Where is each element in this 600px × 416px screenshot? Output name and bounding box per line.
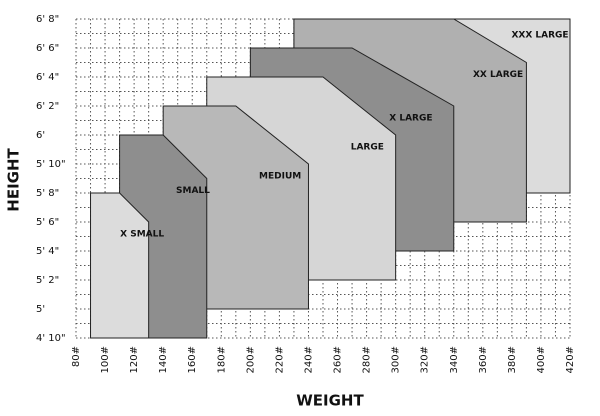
- x-tick-label: 220#: [274, 346, 285, 373]
- x-tick-label: 140#: [158, 346, 169, 373]
- region-label: XX LARGE: [473, 70, 523, 80]
- y-tick-label: 6' 6": [36, 43, 59, 54]
- region-label: MEDIUM: [259, 172, 301, 182]
- y-tick-label: 5': [36, 304, 45, 315]
- size-region: [90, 192, 150, 339]
- x-tick-label: 120#: [129, 346, 140, 373]
- x-tick-label: 380#: [507, 346, 518, 373]
- y-tick-label: 6' 8": [36, 14, 59, 25]
- y-tick-label: 5' 8": [36, 188, 59, 199]
- y-tick-label: 5' 6": [36, 217, 59, 228]
- x-tick-label: 260#: [333, 346, 344, 373]
- x-tick-label: 80#: [71, 346, 82, 367]
- x-tick-label: 300#: [391, 346, 402, 373]
- region-label: X SMALL: [120, 230, 164, 240]
- y-tick-label: 6' 4": [36, 72, 59, 83]
- x-tick-label: 400#: [536, 346, 547, 373]
- y-tick-label: 6' 2": [36, 101, 59, 112]
- x-tick-label: 100#: [100, 346, 111, 373]
- region-label: LARGE: [351, 143, 384, 153]
- region-label: X LARGE: [389, 114, 432, 124]
- region-label: SMALL: [176, 186, 210, 196]
- y-tick-label: 5' 2": [36, 275, 59, 286]
- y-tick-label: 6': [36, 130, 45, 141]
- y-axis-title: HEIGHT: [5, 147, 23, 211]
- region-label: XXX LARGE: [511, 31, 568, 41]
- x-tick-label: 320#: [420, 346, 431, 373]
- x-axis-title: WEIGHT: [296, 392, 364, 410]
- x-tick-label: 360#: [478, 346, 489, 373]
- y-tick-label: 5' 10": [36, 159, 66, 170]
- x-tick-label: 160#: [187, 346, 198, 373]
- x-tick-label: 180#: [216, 346, 227, 373]
- x-tick-label: 280#: [362, 346, 373, 373]
- x-tick-label: 200#: [245, 346, 256, 373]
- x-tick-label: 340#: [449, 346, 460, 373]
- x-tick-label: 240#: [303, 346, 314, 373]
- y-tick-label: 5' 4": [36, 246, 59, 257]
- y-tick-label: 4' 10": [36, 333, 66, 344]
- x-tick-label: 420#: [565, 346, 576, 373]
